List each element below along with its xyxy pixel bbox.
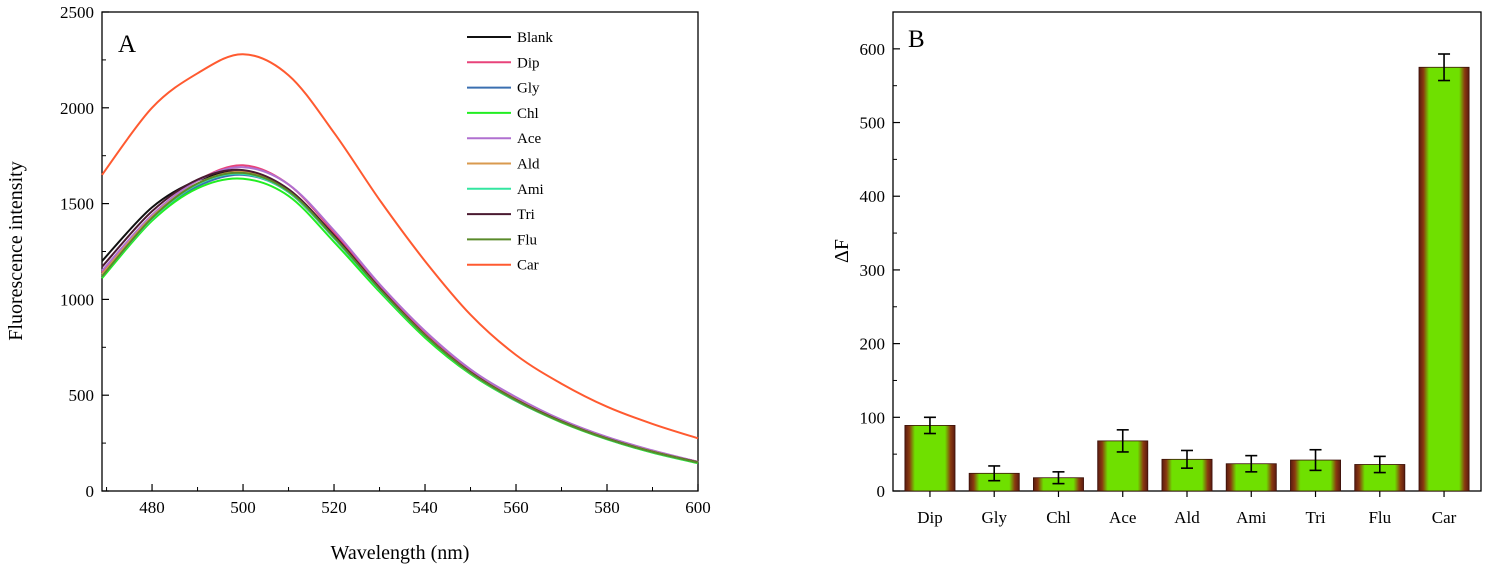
bar-car <box>1418 66 1470 492</box>
legend-label-gly: Gly <box>517 81 540 97</box>
panel-a-ticks: 480 500 520 540 560 580 600 0 500 1000 1500 2000 250… <box>60 3 711 517</box>
panel-b-letter: B <box>908 26 925 53</box>
series-line-tri <box>101 168 699 464</box>
legend-label-ace: Ace <box>517 131 541 147</box>
series-line-car <box>101 53 699 440</box>
bar-tri <box>1290 459 1341 492</box>
panel-b-x-tick-label: Ace <box>1109 508 1136 527</box>
legend-label-ami: Ami <box>517 182 544 198</box>
panel-a-y-tick-label: 1000 <box>60 290 94 309</box>
panel-b-x-tick-label: Ald <box>1174 508 1200 527</box>
panel-b-x-tick-label: Flu <box>1368 508 1391 527</box>
panel-b-y-tick-label: 200 <box>860 335 886 354</box>
panel-b-y-axis-title: ΔF <box>831 239 853 263</box>
panel-b-x-tick-label: Tri <box>1305 508 1325 527</box>
panel-b-y-tick-label: 500 <box>860 114 886 133</box>
panel-a-letter: A <box>118 31 136 58</box>
panel-a-y-tick-label: 2500 <box>60 3 94 22</box>
panel-a-y-tick-label: 1500 <box>60 195 94 214</box>
panel-b-y-tick-label: 600 <box>860 40 886 59</box>
panel-b-plot-frame <box>892 11 1482 492</box>
series-line-flu <box>101 171 699 464</box>
panel-b-x-tick-label: Car <box>1432 508 1457 527</box>
panel-b-x-tick-label: Chl <box>1046 508 1071 527</box>
panel-b-x-tick-label: Ami <box>1236 508 1267 527</box>
panel-b-y-tick-label: 100 <box>860 408 886 427</box>
legend-label-ald: Ald <box>517 157 540 173</box>
series-line-gly <box>101 173 699 464</box>
panel-a-x-tick-label: 560 <box>503 498 529 517</box>
panel-b-bars <box>904 53 1470 492</box>
panel-b-y-tick-label: 0 <box>877 482 886 501</box>
panel-a-x-tick-label: 540 <box>412 498 438 517</box>
panel-a-plot-frame <box>101 11 699 492</box>
panel-b-y-tick-label: 400 <box>860 187 886 206</box>
legend-label-dip: Dip <box>517 55 540 71</box>
legend-label-blank: Blank <box>517 30 553 46</box>
panel-b-x-tick-label: Gly <box>981 508 1007 527</box>
panel-b-x-tick-label: Dip <box>917 508 943 527</box>
panel-a-x-tick-label: 480 <box>139 498 165 517</box>
series-line-blank <box>101 170 699 464</box>
legend-label-car: Car <box>517 258 539 274</box>
panel-a-x-tick-label: 500 <box>230 498 256 517</box>
series-line-ald <box>101 170 699 464</box>
panel-a-x-tick-label: 520 <box>321 498 347 517</box>
legend-label-flu: Flu <box>517 232 538 248</box>
panel-a-line-chart: 480 500 520 540 560 580 600 0 500 1000 1500 2000 250… <box>5 3 711 564</box>
series-line-ami <box>101 172 699 464</box>
panel-a-y-tick-label: 500 <box>69 386 95 405</box>
series-line-chl <box>101 177 699 465</box>
panel-b-ticks: 0 100 200 300 400 500 600 Dip Gly Chl Ace Ald Ami Tri… <box>860 40 1457 527</box>
panel-a-series-lines <box>101 53 699 465</box>
panel-a-x-tick-label: 580 <box>594 498 620 517</box>
panel-a-legend: Blank Dip Gly Chl Ace Ald Ami Tri Flu Car <box>467 30 553 274</box>
panel-b-y-tick-label: 300 <box>860 261 886 280</box>
legend-label-tri: Tri <box>517 207 535 223</box>
panel-a-y-axis-title: Fluorescence intensity <box>5 161 27 340</box>
panel-a-y-tick-label: 0 <box>86 482 95 501</box>
bar-dip <box>904 425 956 492</box>
panel-a-x-axis-title: Wavelength (nm) <box>331 542 470 564</box>
panel-b-bar-chart: 0 100 200 300 400 500 600 Dip Gly Chl Ace Ald Ami Tri… <box>831 11 1482 527</box>
panel-a-x-tick-label: 600 <box>685 498 711 517</box>
legend-label-chl: Chl <box>517 106 539 122</box>
panel-a-y-tick-label: 2000 <box>60 99 94 118</box>
